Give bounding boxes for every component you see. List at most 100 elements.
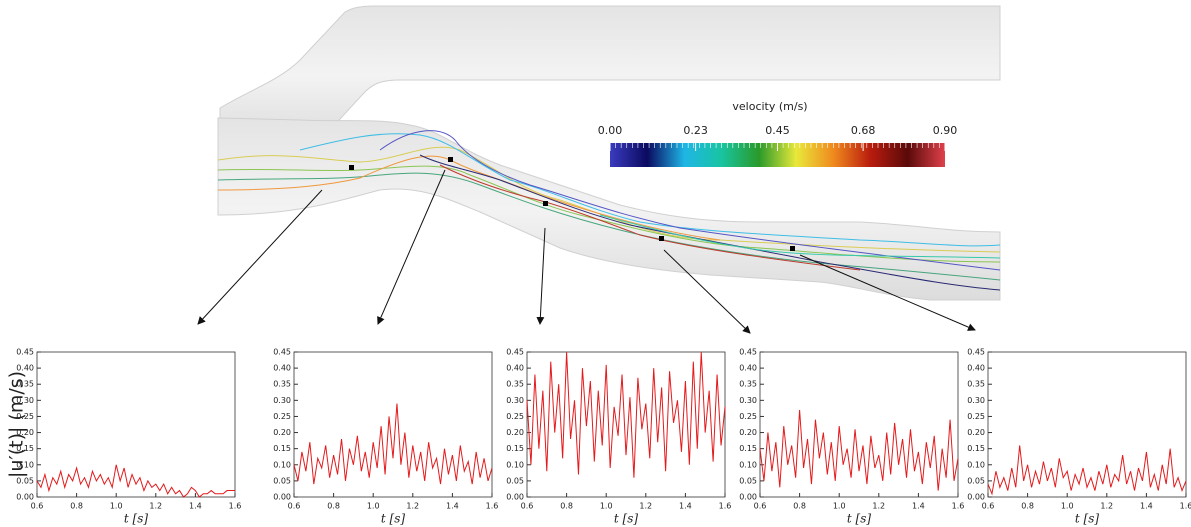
y-tick-label: 0.15 xyxy=(739,444,757,453)
plot-frame xyxy=(987,351,1187,498)
y-tick-label: 0.40 xyxy=(506,364,524,373)
x-tick-label: 1.0 xyxy=(833,502,846,511)
y-tick-label: 0.15 xyxy=(16,444,34,453)
plot-frame xyxy=(293,351,493,498)
x-tick-label: 1.0 xyxy=(1061,502,1074,511)
colorbar-tick-label: 0.23 xyxy=(683,124,708,137)
y-tick-label: 0.25 xyxy=(506,412,524,421)
y-tick-label: 0.25 xyxy=(739,412,757,421)
y-tick-label: 0.30 xyxy=(739,396,757,405)
y-tick-label: 0.30 xyxy=(16,396,34,405)
x-tick-label: 0.6 xyxy=(31,502,44,511)
y-tick-label: 0.35 xyxy=(967,380,985,389)
x-tick-label: 1.6 xyxy=(486,502,499,511)
y-tick-label: 0.05 xyxy=(739,476,757,485)
x-tick-label: 1.2 xyxy=(872,502,885,511)
probe-arrows xyxy=(197,169,976,334)
x-tick-label: 1.6 xyxy=(1180,502,1191,511)
y-tick-label: 0.05 xyxy=(273,476,291,485)
y-tick-label: 0.05 xyxy=(16,476,34,485)
data-line xyxy=(759,409,959,491)
y-tick-label: 0.40 xyxy=(273,364,291,373)
y-tick-label: 0.25 xyxy=(16,412,34,421)
x-tick-label: 1.2 xyxy=(406,502,419,511)
x-tick-label: 1.4 xyxy=(189,502,202,511)
y-tick-label: 0.30 xyxy=(506,396,524,405)
x-tick-label: 0.8 xyxy=(793,502,806,511)
y-tick-label: 0.15 xyxy=(506,444,524,453)
x-tick-label: 1.0 xyxy=(367,502,380,511)
y-tick-label: 0.20 xyxy=(506,428,524,437)
y-tick-label: 0.40 xyxy=(16,364,34,373)
y-tick-label: 0.45 xyxy=(506,348,524,357)
x-tick-label: 1.4 xyxy=(679,502,692,511)
line-chart: 0.00 0.05 0.10 0.15 0.20 0.25 0.30 0.35 0.40 0.45… xyxy=(967,348,1191,526)
y-tick-label: 0.25 xyxy=(967,412,985,421)
y-tick-label: 0.10 xyxy=(506,460,524,469)
y-tick-label: 0.40 xyxy=(739,364,757,373)
plot-frame xyxy=(36,351,236,498)
data-line xyxy=(987,445,1187,496)
line-chart: 0.00 0.05 0.10 0.15 0.20 0.25 0.30 0.35 0.40 0.45… xyxy=(273,348,498,526)
y-tick-label: 0.10 xyxy=(273,460,291,469)
x-tick-label: 1.4 xyxy=(912,502,925,511)
x-tick-label: 1.4 xyxy=(1140,502,1153,511)
x-tick-label: 0.8 xyxy=(1021,502,1034,511)
colorbar-tick-label: 0.68 xyxy=(851,124,876,137)
y-tick-label: 0.20 xyxy=(739,428,757,437)
y-tick-label: 0.15 xyxy=(273,444,291,453)
x-tick-label: 0.6 xyxy=(288,502,301,511)
x-axis-label: t [s] xyxy=(614,512,638,526)
plot-frame xyxy=(759,351,959,498)
y-tick-label: 0.05 xyxy=(967,476,985,485)
y-tick-label: 0.25 xyxy=(273,412,291,421)
y-tick-label: 0.00 xyxy=(739,493,757,502)
y-tick-label: 0.30 xyxy=(273,396,291,405)
y-tick-label: 0.10 xyxy=(967,460,985,469)
y-tick-label: 0.20 xyxy=(16,428,34,437)
y-tick-label: 0.00 xyxy=(967,493,985,502)
colorbar-tick-label: 0.00 xyxy=(598,124,623,137)
y-tick-label: 0.35 xyxy=(273,380,291,389)
colorbar-tick-label: 0.45 xyxy=(765,124,790,137)
x-tick-label: 1.6 xyxy=(229,502,242,511)
line-chart: 0.00 0.05 0.10 0.15 0.20 0.25 0.30 0.35 0.40 0.45… xyxy=(506,348,731,526)
y-tick-label: 0.45 xyxy=(967,348,985,357)
y-tick-label: 0.00 xyxy=(506,493,524,502)
y-tick-label: 0.10 xyxy=(739,460,757,469)
x-axis-label: t [s] xyxy=(847,512,871,526)
y-tick-label: 0.15 xyxy=(967,444,985,453)
x-tick-label: 1.2 xyxy=(639,502,652,511)
y-tick-label: 0.45 xyxy=(16,348,34,357)
colorbar-tick-label: 0.90 xyxy=(933,124,958,137)
data-line xyxy=(293,403,493,485)
x-tick-label: 1.6 xyxy=(719,502,732,511)
y-tick-label: 0.30 xyxy=(967,396,985,405)
x-tick-label: 0.6 xyxy=(982,502,995,511)
x-axis-label: t [s] xyxy=(381,512,405,526)
x-axis-label: t [s] xyxy=(1075,512,1099,526)
line-chart: 0.00 0.05 0.10 0.15 0.20 0.25 0.30 0.35 0.40 0.45… xyxy=(6,348,242,526)
colorbar-title: velocity (m/s) xyxy=(732,100,807,113)
charts: 0.00 0.05 0.10 0.15 0.20 0.25 0.30 0.35 0.40 0.45… xyxy=(6,348,1191,526)
y-axis-label: |u′(t)| (m/s) xyxy=(6,371,28,478)
y-tick-label: 0.45 xyxy=(273,348,291,357)
x-tick-label: 1.0 xyxy=(600,502,613,511)
y-tick-label: 0.00 xyxy=(273,493,291,502)
vessel-render xyxy=(217,5,1001,301)
y-tick-label: 0.20 xyxy=(967,428,985,437)
y-tick-label: 0.05 xyxy=(506,476,524,485)
plot-frame xyxy=(526,351,726,498)
x-tick-label: 0.8 xyxy=(560,502,573,511)
x-tick-label: 1.2 xyxy=(149,502,162,511)
colorbar: velocity (m/s) 0.00 0.23 0.45 0.68 0.90 xyxy=(598,100,958,167)
y-tick-label: 0.20 xyxy=(273,428,291,437)
x-tick-label: 1.0 xyxy=(110,502,123,511)
line-chart: 0.00 0.05 0.10 0.15 0.20 0.25 0.30 0.35 0.40 0.45… xyxy=(739,348,964,526)
y-tick-label: 0.00 xyxy=(16,493,34,502)
x-tick-label: 1.6 xyxy=(952,502,965,511)
y-tick-label: 0.35 xyxy=(506,380,524,389)
x-tick-label: 1.2 xyxy=(1100,502,1113,511)
y-tick-label: 0.35 xyxy=(16,380,34,389)
